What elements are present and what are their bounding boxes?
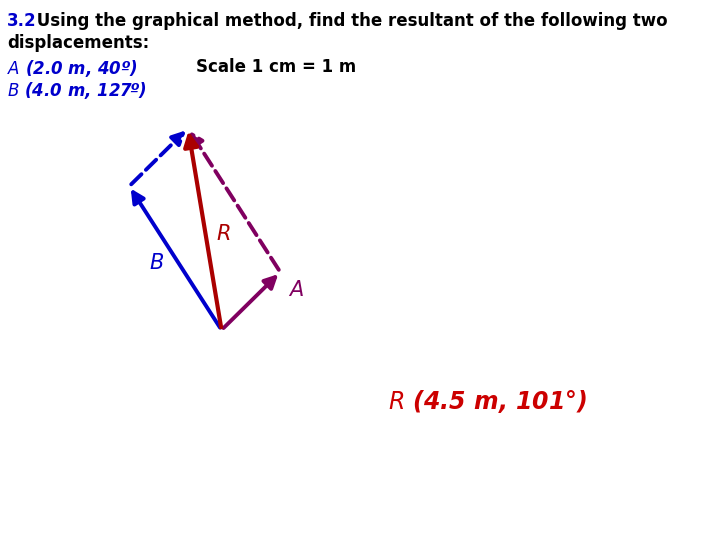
Text: $R$: $R$ [216,224,231,244]
Text: $A$ (2.0 m, 40º): $A$ (2.0 m, 40º) [6,58,138,79]
Text: Using the graphical method, find the resultant of the following two: Using the graphical method, find the res… [31,12,667,30]
Text: 3.2: 3.2 [6,12,37,30]
Text: $B$: $B$ [149,253,164,273]
Text: $R$ (4.5 m, 101°): $R$ (4.5 m, 101°) [387,388,587,415]
Text: $A$: $A$ [287,280,304,300]
Text: $B$ (4.0 m, 127º): $B$ (4.0 m, 127º) [6,80,146,101]
Text: displacements:: displacements: [6,34,149,52]
Text: Scale 1 cm = 1 m: Scale 1 cm = 1 m [196,58,356,76]
